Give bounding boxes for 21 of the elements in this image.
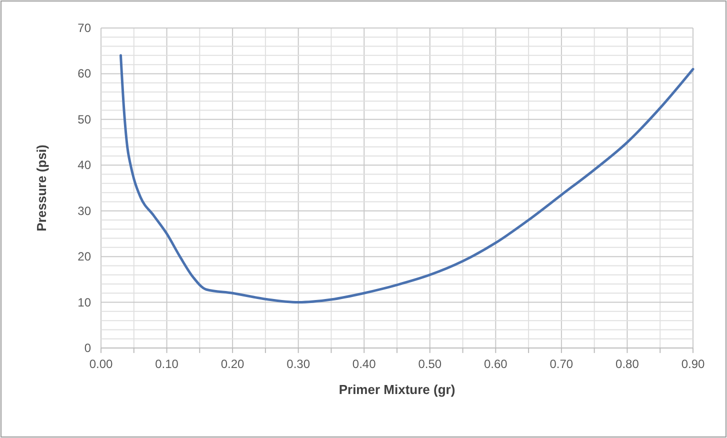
y-tick-label: 40 <box>78 158 92 172</box>
x-tick-label: 0.10 <box>155 357 179 371</box>
y-axis-title: Pressure (psi) <box>34 144 49 232</box>
x-tick-label: 0.70 <box>550 357 574 371</box>
y-tick-label: 50 <box>78 112 92 126</box>
x-tick-label: 0.80 <box>616 357 640 371</box>
y-tick-label: 60 <box>78 66 92 81</box>
x-tick-label: 0.40 <box>352 357 376 371</box>
y-tick-label: 20 <box>78 250 92 264</box>
line-series <box>119 54 694 304</box>
y-tick-label: 0 <box>84 341 92 355</box>
y-tick-label: 30 <box>78 204 92 218</box>
x-tick-label: 0.90 <box>681 357 705 371</box>
x-tick-label: 0.60 <box>484 357 508 371</box>
y-tick-label: 70 <box>78 21 92 35</box>
x-tick-label: 0.30 <box>286 357 310 371</box>
y-tick-label: 10 <box>78 295 92 310</box>
x-tick-label: 0.00 <box>89 357 113 371</box>
x-tick-label: 0.20 <box>220 357 245 371</box>
x-axis-title: Primer Mixture (gr) <box>338 382 456 397</box>
x-tick-label: 0.50 <box>418 357 442 371</box>
